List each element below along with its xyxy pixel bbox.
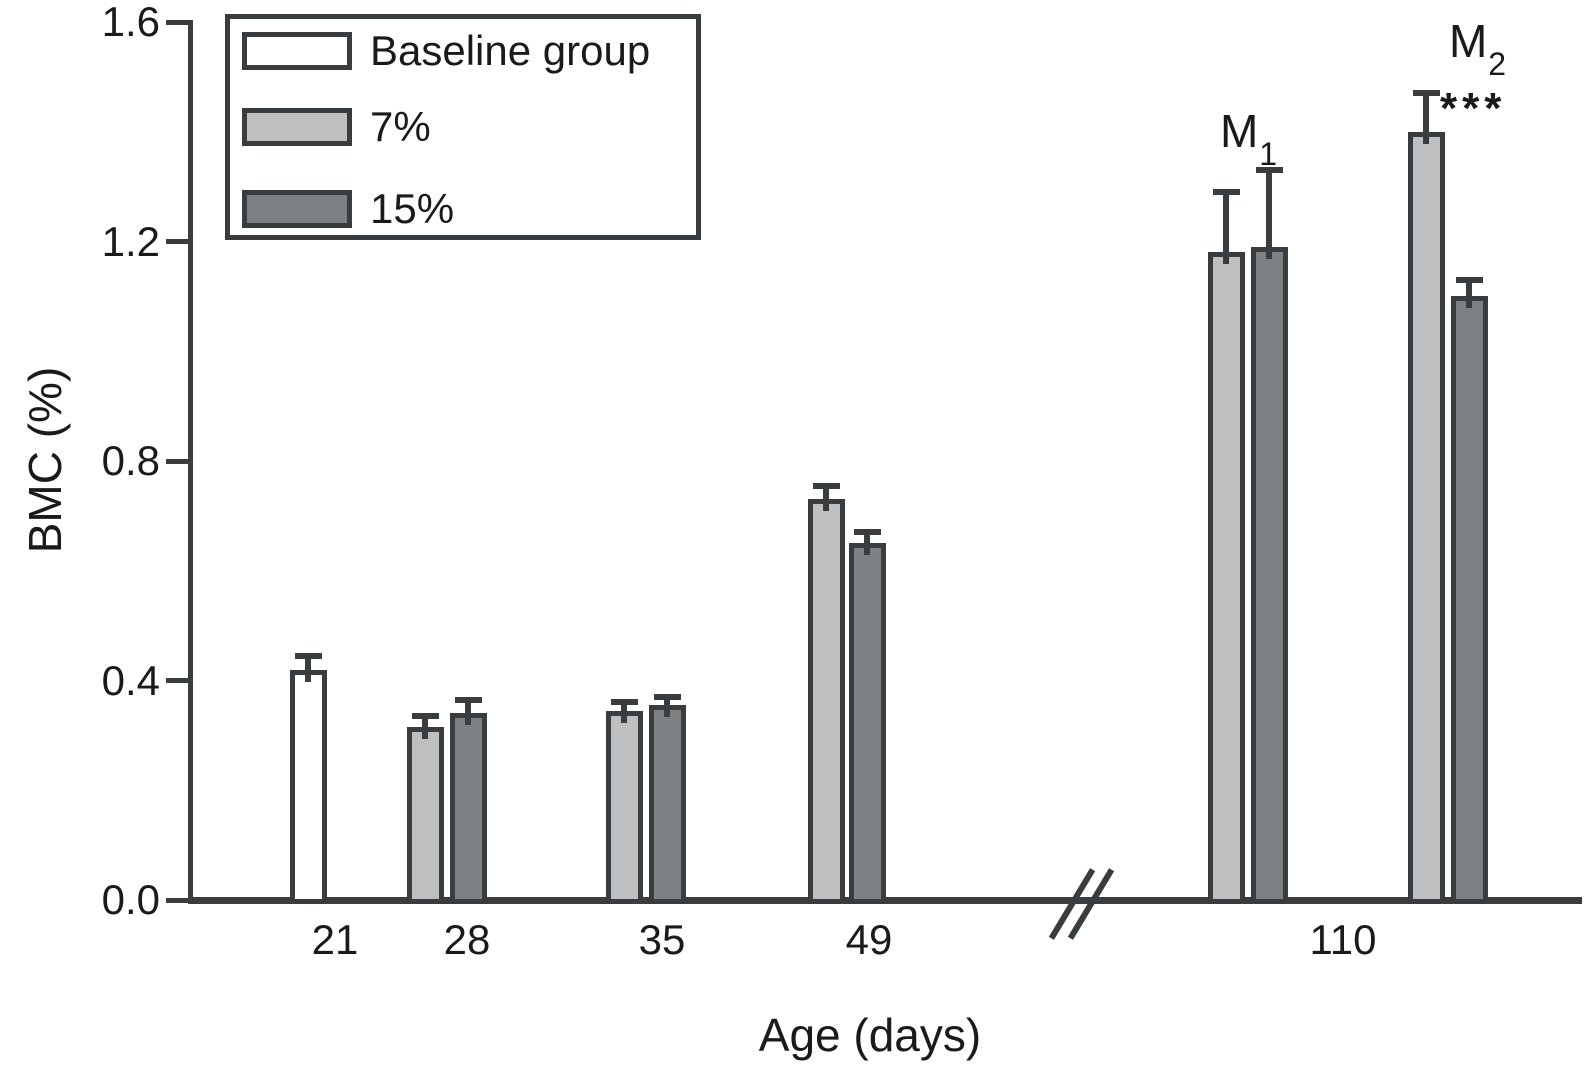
error-bar <box>664 696 670 718</box>
legend-swatch-baseline <box>242 32 352 70</box>
x-axis-title: Age (days) <box>758 1009 982 1061</box>
y-axis-line <box>188 20 193 904</box>
y-tick-label: 1.2 <box>101 217 160 265</box>
error-bar <box>864 532 870 556</box>
y-tick-label: 1.6 <box>101 0 160 45</box>
m2-label: M2 <box>1448 15 1507 83</box>
y-tick-mark <box>166 458 188 464</box>
bar <box>808 499 845 904</box>
error-bar <box>621 702 627 723</box>
m1-label: M1 <box>1219 105 1278 173</box>
x-tick-label: 49 <box>845 916 893 963</box>
legend: Baseline group 7% 15% <box>225 14 701 240</box>
y-tick-label: 0.4 <box>101 656 160 704</box>
error-bar <box>1466 279 1472 309</box>
x-tick-label: 35 <box>638 916 686 963</box>
bar <box>1451 296 1488 904</box>
error-bar <box>1266 170 1272 259</box>
y-tick-mark <box>166 897 188 903</box>
legend-item: Baseline group <box>242 27 650 75</box>
error-bar-cap <box>1413 90 1440 97</box>
bar <box>849 543 886 904</box>
legend-item: 7% <box>242 103 431 151</box>
bar <box>290 669 327 904</box>
error-bar-cap <box>654 693 681 700</box>
bar <box>1408 131 1445 904</box>
error-bar-cap <box>854 529 881 536</box>
y-tick-mark <box>166 239 188 244</box>
bar <box>450 713 487 904</box>
bar <box>407 727 444 904</box>
legend-label: Baseline group <box>370 27 651 74</box>
error-bar-cap <box>412 713 439 720</box>
y-tick-mark <box>166 678 188 683</box>
error-bar-cap <box>611 699 638 706</box>
y-tick-label: 0.0 <box>101 876 160 923</box>
error-bar <box>422 716 428 740</box>
legend-item: 15% <box>242 185 454 233</box>
bar <box>649 705 686 904</box>
error-bar-cap <box>1256 167 1283 174</box>
significance-stars: *** <box>1440 84 1507 133</box>
x-tick-label: 110 <box>1309 916 1377 963</box>
legend-swatch-15pct <box>242 190 352 228</box>
error-bar <box>1223 192 1229 265</box>
error-bar-cap <box>813 482 840 489</box>
error-bar-cap <box>455 696 482 703</box>
error-bar <box>823 485 829 512</box>
error-bar-cap <box>1213 189 1240 196</box>
error-bar <box>305 655 311 682</box>
bar <box>1208 252 1245 904</box>
legend-swatch-7pct <box>242 108 352 146</box>
legend-label: 7% <box>370 103 431 150</box>
error-bar-cap <box>1456 276 1483 283</box>
bar <box>1251 246 1288 904</box>
error-bar <box>1423 93 1429 144</box>
y-tick-label: 0.8 <box>101 437 160 484</box>
x-tick-label: 21 <box>311 916 359 963</box>
error-bar-cap <box>295 652 322 659</box>
legend-label: 15% <box>370 185 455 232</box>
bar <box>606 710 643 904</box>
error-bar <box>465 699 471 726</box>
x-tick-label: 28 <box>443 916 491 963</box>
y-tick-mark <box>166 19 188 25</box>
